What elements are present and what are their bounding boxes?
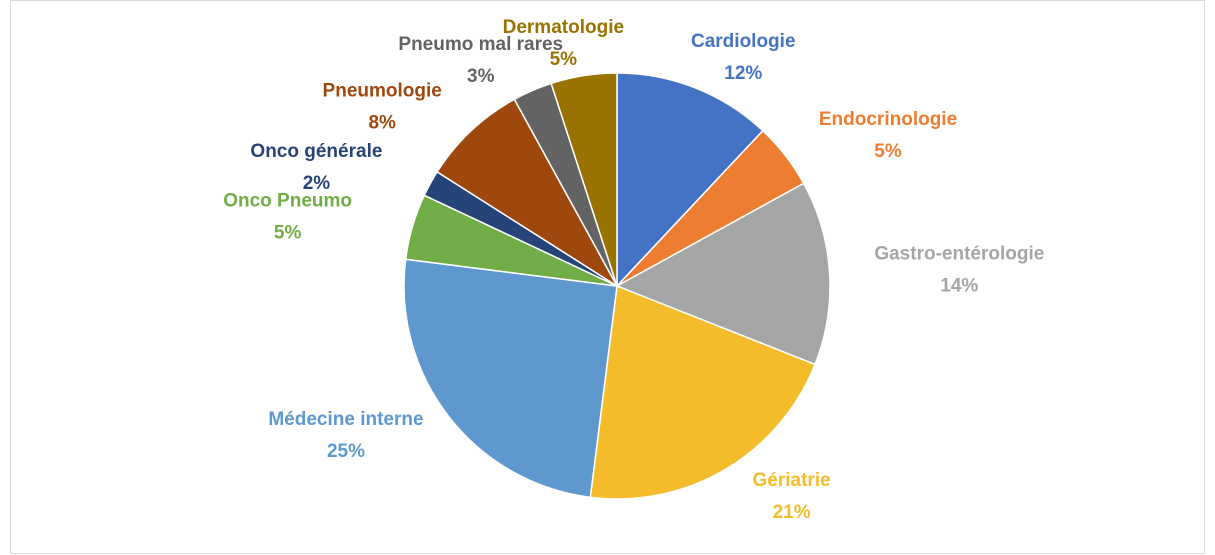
slice-value-label: 3% — [467, 66, 495, 87]
slice-value-label: 12% — [724, 63, 762, 84]
slice-value-label: 8% — [368, 112, 396, 133]
slice-label: Gériatrie — [753, 470, 831, 491]
slice-label: Pneumologie — [323, 80, 442, 101]
pie-slice — [589, 284, 817, 500]
slice-value-label: 25% — [327, 441, 365, 462]
slice-label: Dermatologie — [503, 17, 624, 38]
slice-value-label: 2% — [303, 173, 331, 194]
pie-slice — [436, 98, 618, 287]
slice-label: Gastro-entérologie — [874, 244, 1044, 265]
slice-value-label: 5% — [550, 49, 578, 70]
slice-label: Onco générale — [250, 141, 382, 162]
slice-label: Endocrinologie — [819, 109, 957, 130]
pie-slice — [403, 258, 618, 499]
slice-value-label: 21% — [773, 502, 811, 523]
slice-value-label: 5% — [874, 141, 902, 162]
slice-value-label: 5% — [274, 223, 302, 244]
pie-slice — [616, 72, 764, 288]
pie-slice — [550, 72, 618, 287]
slice-label: Médecine interne — [268, 409, 423, 430]
slice-label: Onco Pneumo — [223, 191, 352, 212]
pie-slice — [615, 182, 831, 366]
slice-label: Pneumo mal rares — [398, 34, 563, 55]
slice-label: Cardiologie — [691, 31, 796, 52]
slice-value-label: 14% — [940, 276, 978, 297]
